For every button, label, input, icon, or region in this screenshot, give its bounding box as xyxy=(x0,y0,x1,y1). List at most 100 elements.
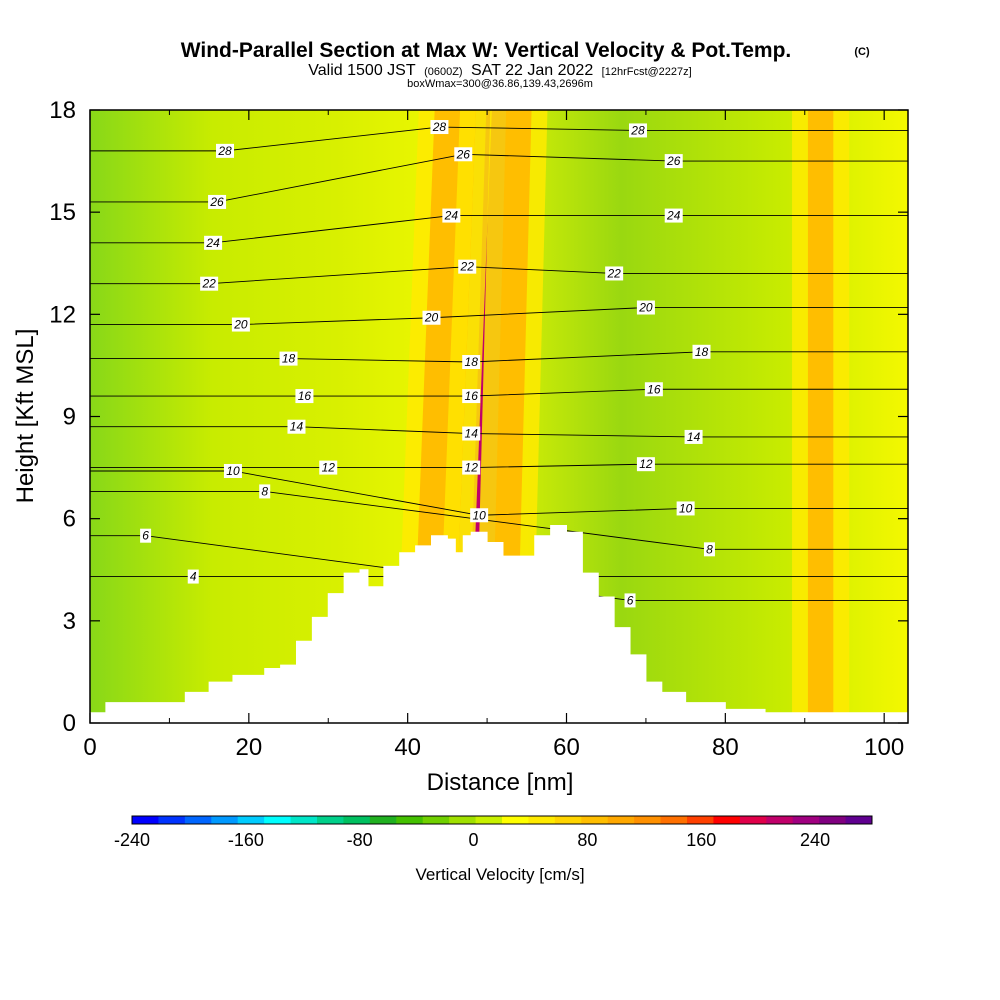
contour-label: 8 xyxy=(261,484,268,498)
colorbar-label: Vertical Velocity [cm/s] xyxy=(415,865,584,884)
terrain-profile xyxy=(90,524,908,723)
contour-label: 22 xyxy=(201,277,216,291)
colorbar-swatch xyxy=(211,816,239,824)
copyright-mark: (C) xyxy=(854,46,870,58)
colorbar-swatch xyxy=(422,816,450,824)
contour-label-box xyxy=(442,208,461,223)
contour-labels: 4 6 6 8 8 10 10 10 12 12 12 14 14 14 16 16 16 18 18 18 20 20 2… xyxy=(140,120,715,608)
x-tick-label: 80 xyxy=(712,734,739,761)
contour-label-box xyxy=(287,419,306,434)
contour-label-box xyxy=(644,382,663,397)
colorbar-swatch xyxy=(581,816,609,824)
colorbar-tick-label: 160 xyxy=(686,830,716,850)
contour-label: 24 xyxy=(444,209,459,223)
contour-label-box xyxy=(636,300,655,315)
x-tick-label: 20 xyxy=(235,734,262,761)
colorbar-swatch xyxy=(845,816,873,824)
contour-label-box xyxy=(462,460,481,475)
contour-label-box xyxy=(204,235,223,250)
colorbar-tick-label: 80 xyxy=(577,830,597,850)
contour-label-box xyxy=(664,154,683,169)
y-tick-label: 15 xyxy=(49,199,76,226)
y-tick-label: 9 xyxy=(63,404,76,431)
contour-label: 8 xyxy=(706,542,713,556)
colorbar-swatch xyxy=(713,816,741,824)
contour-label: 10 xyxy=(226,464,240,478)
contour-label: 18 xyxy=(695,345,709,359)
valid-time: Valid 1500 JST xyxy=(308,62,416,79)
contour-label: 14 xyxy=(465,427,479,441)
contour-label-box xyxy=(628,123,647,138)
colorbar-tick-label: 0 xyxy=(469,830,479,850)
y-tick-label: 12 xyxy=(49,301,76,328)
colorbar-frame xyxy=(131,815,873,825)
chart-title: Wind-Parallel Section at Max W: Vertical… xyxy=(181,39,792,62)
colorbar-swatch xyxy=(502,816,529,824)
x-tick-label: 0 xyxy=(83,734,96,761)
box-wmax-info: boxWmax=300@36.86,139.43,2696m xyxy=(407,78,593,90)
contour-label: 14 xyxy=(290,420,304,434)
valid-time-utc: (0600Z) xyxy=(424,66,463,78)
colorbar xyxy=(131,815,873,825)
contour-label-box xyxy=(422,310,441,325)
contour-label-box xyxy=(295,389,314,404)
contour-label: 28 xyxy=(630,123,645,137)
contour-label: 18 xyxy=(282,352,296,366)
colorbar-swatch xyxy=(158,816,186,824)
colorbar-swatch xyxy=(528,816,556,824)
contour-label: 20 xyxy=(424,311,439,325)
colorbar-swatch xyxy=(396,816,424,824)
contour-label: 26 xyxy=(456,147,471,161)
contour-label: 24 xyxy=(205,236,220,250)
colorbar-tick-label: -80 xyxy=(347,830,373,850)
contour-label: 18 xyxy=(465,355,479,369)
colorbar-swatch xyxy=(554,816,582,824)
colorbar-swatch xyxy=(634,816,662,824)
contour-label-box xyxy=(208,194,227,209)
contour-label: 16 xyxy=(298,389,312,403)
contour-label: 14 xyxy=(687,430,701,444)
contour-label-box xyxy=(279,351,298,366)
colorbar-swatch xyxy=(264,816,292,824)
colorbar-swatch xyxy=(739,816,767,824)
colorbar-swatch xyxy=(660,816,688,824)
contour-label: 20 xyxy=(638,301,653,315)
contour-label: 22 xyxy=(606,266,621,280)
contour-label-box xyxy=(231,317,250,332)
contour-label-box xyxy=(462,389,481,404)
contour-label: 12 xyxy=(322,461,336,475)
contour-label-box xyxy=(430,120,449,135)
contour-label-box xyxy=(140,528,152,543)
contour-label: 10 xyxy=(679,501,693,515)
contour-label: 6 xyxy=(627,593,634,607)
contour-label-box xyxy=(703,542,715,557)
x-tick-label: 100 xyxy=(864,734,904,761)
contour-label-box xyxy=(692,344,711,359)
contour-label: 28 xyxy=(217,144,232,158)
contour-label: 26 xyxy=(666,154,681,168)
contour-label: 28 xyxy=(432,120,447,134)
colorbar-ticks: -240 -160 -80 0 80 160 240 xyxy=(114,830,830,850)
x-tick-label: 60 xyxy=(553,734,580,761)
colorbar-swatch xyxy=(687,816,714,824)
contour-label: 10 xyxy=(472,508,486,522)
plot-area: 4 6 6 8 8 10 10 10 12 12 12 14 14 14 16 16 16 18 18 18 20 20 2… xyxy=(90,110,908,723)
contour-label-box xyxy=(259,484,271,499)
contour-label-box xyxy=(223,463,242,478)
contour-label: 6 xyxy=(142,529,149,543)
colorbar-tick-label: 240 xyxy=(800,830,830,850)
contour-label: 16 xyxy=(465,389,479,403)
contour-label-box xyxy=(470,508,489,523)
x-axis-ticks: 0 20 40 60 80 100 xyxy=(83,110,904,761)
contour-label-box xyxy=(462,426,481,441)
contour-label: 26 xyxy=(209,195,224,209)
colorbar-swatch xyxy=(766,816,794,824)
contour-label: 4 xyxy=(190,570,197,584)
contour-label-box xyxy=(319,460,338,475)
colorbar-swatch xyxy=(792,816,820,824)
x-tick-label: 40 xyxy=(394,734,421,761)
contour-label-box xyxy=(624,593,636,608)
x-axis-label: Distance [nm] xyxy=(427,769,574,796)
colorbar-swatch xyxy=(369,816,397,824)
